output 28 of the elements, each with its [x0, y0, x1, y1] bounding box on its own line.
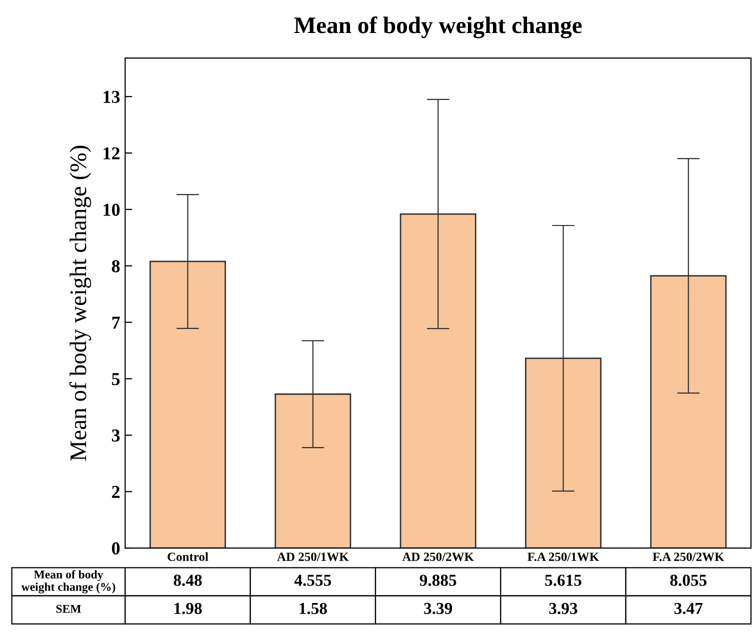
text: SEM — [56, 604, 81, 613]
y-tick-label: 2 — [112, 486, 120, 498]
x-tick-label: AD 250/2WK — [402, 552, 474, 562]
y-tick-label: 5 — [112, 373, 120, 386]
y-tick-label: 13 — [104, 90, 120, 104]
data-label: 9.885 — [420, 574, 456, 586]
data-label: 4.555 — [294, 574, 332, 586]
y-tick-label: 3 — [112, 429, 120, 442]
text: 3.47 — [674, 602, 703, 614]
chart-title: Mean of body weight change — [294, 16, 582, 38]
y-tick-label: 8 — [112, 260, 120, 272]
y-tick-label: 12 — [104, 147, 120, 160]
y-tick-label: 0 — [112, 542, 120, 554]
text: 1.58 — [300, 602, 327, 614]
text: 3.39 — [424, 602, 452, 614]
x-tick-label: Control — [168, 552, 208, 562]
text: Mean of body weight change (%) — [21, 570, 116, 594]
x-tick-label: AD 250/1WK — [277, 552, 349, 562]
x-tick-label: F.A 250/1WK — [528, 552, 600, 562]
x-tick-label: F.A 250/2WK — [652, 552, 724, 562]
data-label: 5.615 — [545, 574, 582, 586]
y-tick-label: 10 — [104, 204, 120, 216]
data-label: 8.48 — [174, 574, 202, 586]
text: 3.93 — [549, 602, 578, 614]
text: 1.98 — [174, 602, 202, 614]
y-axis-title: Mean of body weight change (%) — [69, 146, 92, 461]
data-label: 8.055 — [670, 574, 707, 586]
y-tick-label: 7 — [112, 316, 120, 329]
